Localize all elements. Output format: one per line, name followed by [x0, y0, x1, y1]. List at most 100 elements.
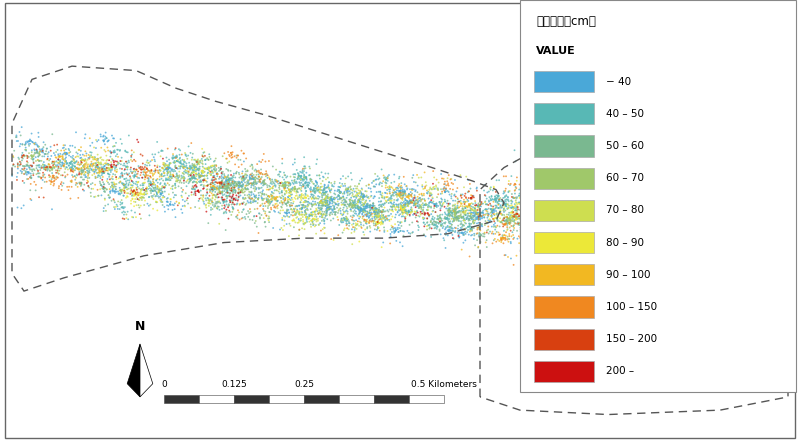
Point: [498, 198, 510, 205]
Point: [177, 175, 190, 182]
Point: [575, 215, 588, 222]
Point: [630, 242, 643, 249]
Point: [143, 185, 156, 192]
Point: [178, 171, 190, 178]
Point: [504, 214, 517, 221]
Point: [740, 232, 753, 239]
Point: [578, 198, 590, 205]
Point: [704, 225, 717, 232]
Point: [527, 211, 540, 218]
Point: [391, 196, 404, 203]
Point: [470, 185, 483, 192]
Point: [506, 204, 519, 211]
Point: [290, 186, 303, 193]
Point: [501, 196, 514, 203]
Point: [166, 175, 178, 182]
Point: [170, 157, 183, 164]
Point: [761, 255, 774, 262]
Point: [459, 208, 472, 215]
Point: [337, 183, 350, 190]
Point: [85, 158, 98, 165]
Point: [523, 217, 536, 224]
Point: [676, 241, 689, 248]
Point: [558, 266, 570, 273]
Point: [770, 230, 783, 237]
Point: [398, 218, 411, 225]
Point: [428, 201, 441, 208]
Point: [170, 198, 183, 205]
Point: [10, 138, 23, 145]
Point: [682, 240, 694, 247]
Point: [617, 192, 630, 199]
Point: [571, 204, 584, 211]
Point: [650, 228, 663, 235]
Point: [255, 190, 268, 197]
Point: [541, 225, 554, 232]
Point: [34, 157, 46, 164]
Point: [231, 152, 244, 159]
Point: [226, 193, 238, 200]
Point: [664, 224, 677, 231]
Point: [394, 190, 407, 197]
Point: [549, 231, 562, 238]
Point: [448, 206, 461, 213]
Point: [192, 187, 205, 194]
Point: [661, 236, 674, 243]
Point: [302, 195, 315, 202]
Point: [311, 217, 324, 224]
Point: [693, 236, 706, 243]
Point: [545, 224, 558, 231]
Point: [607, 219, 620, 226]
Point: [562, 209, 574, 216]
Point: [561, 180, 574, 187]
Point: [73, 165, 86, 172]
Point: [622, 193, 634, 200]
Point: [692, 219, 705, 226]
Point: [730, 270, 743, 277]
Point: [700, 243, 713, 250]
Point: [154, 171, 166, 178]
Point: [75, 170, 88, 177]
Point: [394, 187, 407, 194]
Point: [756, 259, 769, 266]
Point: [571, 224, 584, 232]
Point: [702, 236, 715, 243]
Point: [130, 171, 142, 178]
Point: [244, 199, 257, 206]
Point: [500, 213, 513, 220]
Point: [480, 201, 493, 208]
Point: [641, 198, 654, 205]
Point: [350, 220, 363, 228]
Point: [656, 226, 669, 233]
Point: [768, 255, 781, 262]
Point: [221, 183, 234, 190]
Point: [552, 186, 565, 193]
Point: [369, 209, 382, 217]
Point: [305, 200, 318, 207]
Point: [198, 152, 211, 159]
Point: [692, 257, 705, 264]
Point: [408, 194, 421, 202]
Point: [662, 237, 674, 244]
Point: [661, 224, 674, 231]
Point: [303, 200, 316, 207]
Point: [18, 165, 31, 172]
Point: [538, 146, 550, 153]
Point: [627, 247, 640, 254]
Point: [15, 123, 28, 131]
Point: [253, 174, 266, 181]
Point: [235, 215, 248, 222]
Point: [186, 186, 198, 193]
Point: [610, 229, 622, 236]
Point: [294, 215, 307, 222]
Point: [26, 163, 38, 170]
Point: [273, 186, 286, 193]
Point: [573, 203, 586, 210]
Point: [760, 204, 773, 211]
Point: [564, 255, 577, 262]
Point: [718, 225, 731, 232]
Point: [687, 252, 700, 259]
Point: [125, 200, 138, 207]
Point: [318, 198, 331, 206]
Point: [520, 202, 533, 209]
